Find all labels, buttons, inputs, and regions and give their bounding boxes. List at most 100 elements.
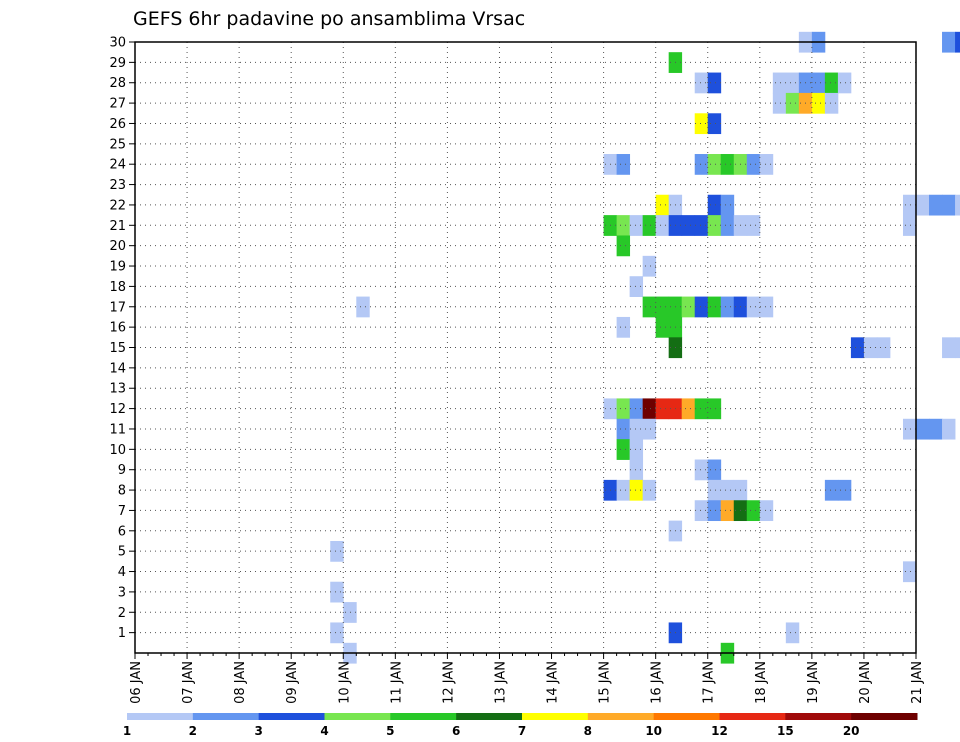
y-tick-label: 10 — [109, 443, 126, 458]
y-tick-label: 13 — [109, 382, 126, 397]
heatmap-cell — [642, 418, 657, 440]
heatmap-cell — [616, 316, 631, 338]
heatmap-cell — [720, 296, 735, 318]
heatmap-cell — [343, 602, 357, 623]
y-tick-label: 30 — [109, 36, 126, 51]
x-tick-label: 13 JAN — [493, 661, 508, 704]
y-tick-label: 25 — [109, 137, 126, 152]
heatmap-cell — [616, 154, 631, 175]
heatmap-cell — [942, 418, 956, 440]
heatmap-cell — [707, 113, 722, 135]
legend-swatch — [653, 713, 720, 720]
x-tick-label: 06 JAN — [129, 661, 144, 704]
heatmap-cell — [629, 276, 644, 297]
heatmap-cell — [929, 418, 943, 440]
heatmap-cell — [929, 194, 943, 216]
heatmap-cell — [837, 479, 852, 501]
heatmap-cell — [642, 479, 657, 501]
heatmap-cell — [642, 296, 657, 318]
legend-label: 4 — [320, 724, 328, 738]
heatmap-cell — [772, 72, 787, 94]
y-tick-label: 5 — [118, 545, 126, 560]
color-legend: 1 2 3 4 5 6 7 8 10 12 15 20 — [123, 713, 918, 738]
y-tick-label: 19 — [109, 260, 126, 275]
y-tick-label: 14 — [109, 361, 126, 376]
x-tick-label: 08 JAN — [233, 661, 248, 704]
heatmap-cell — [837, 72, 852, 94]
heatmap-cell — [707, 500, 722, 522]
legend-swatch — [390, 713, 457, 720]
heatmap-cell — [902, 215, 917, 236]
y-tick-label: 8 — [118, 484, 126, 499]
heatmap-cell — [916, 194, 930, 216]
x-tick-label: 17 JAN — [702, 661, 717, 704]
heatmap-cell — [629, 418, 644, 440]
x-tick-label: 20 JAN — [858, 661, 873, 704]
y-tick-label: 21 — [109, 219, 126, 234]
heatmap-cell — [772, 92, 787, 114]
heatmap-cell — [720, 500, 735, 522]
legend-label: 12 — [711, 724, 728, 738]
x-axis: 06 JAN 07 JAN 08 JAN 09 JAN 10 JAN 11 JAN 12 J… — [129, 653, 925, 704]
heatmap-cell — [694, 154, 709, 175]
legend-label: 7 — [518, 724, 526, 738]
heatmap-cell — [707, 154, 722, 175]
heatmap-cell — [694, 398, 709, 420]
y-tick-label: 15 — [109, 341, 126, 356]
chart-title: GEFS 6hr padavine po ansamblima Vrsac — [133, 8, 525, 30]
heatmap-cell — [785, 622, 800, 644]
heatmap-cell — [955, 337, 960, 359]
y-tick-label: 17 — [109, 300, 126, 315]
legend-swatch — [587, 713, 655, 720]
y-tick-label: 29 — [109, 56, 126, 71]
legend-swatch — [258, 713, 325, 720]
heatmap-cell — [876, 337, 891, 359]
x-tick-label: 12 JAN — [441, 661, 456, 704]
heatmap-cell — [942, 31, 956, 53]
heatmap-cell — [746, 500, 761, 522]
legend-swatch — [522, 713, 589, 720]
legend-swatch — [192, 713, 260, 720]
heatmap-cell — [707, 398, 722, 420]
heatmap-cell — [642, 215, 657, 236]
y-tick-label: 28 — [109, 76, 126, 91]
legend-label: 20 — [843, 724, 860, 738]
heatmap-cell — [681, 398, 696, 420]
heatmap-cell — [694, 113, 709, 135]
y-tick-label: 20 — [109, 239, 126, 254]
x-tick-label: 19 JAN — [806, 661, 821, 704]
heatmap-cell — [694, 296, 709, 318]
y-axis: 1234567891011121314151617181920212223242… — [109, 36, 135, 641]
legend-swatch — [719, 713, 786, 720]
legend-label: 6 — [452, 724, 460, 738]
legend-label: 10 — [645, 724, 662, 738]
heatmap-cell — [330, 622, 344, 644]
heatmap-cell — [694, 215, 709, 236]
legend-label: 5 — [386, 724, 394, 738]
heatmap-cell — [746, 296, 761, 318]
x-tick-label: 21 JAN — [910, 661, 925, 704]
y-tick-label: 9 — [118, 463, 126, 478]
heatmap-cell — [811, 72, 826, 94]
heatmap-cell — [655, 215, 670, 236]
legend-label: 2 — [189, 724, 197, 738]
heatmap-cell — [707, 459, 722, 481]
y-tick-label: 22 — [109, 198, 126, 213]
heatmap-cell — [694, 500, 709, 522]
x-tick-label: 10 JAN — [337, 661, 352, 704]
heatmap-cell — [356, 296, 370, 318]
heatmap-cell — [785, 92, 800, 114]
heatmap-cell — [330, 540, 344, 562]
heatmap-cell — [759, 500, 774, 522]
y-tick-label: 23 — [109, 178, 126, 193]
heatmap-cell — [655, 296, 670, 318]
y-tick-label: 12 — [109, 402, 126, 417]
heatmap-cell — [720, 215, 735, 236]
heatmap-cell — [694, 72, 709, 94]
heatmap-cell — [759, 296, 774, 318]
y-tick-label: 7 — [118, 504, 126, 519]
y-tick-label: 11 — [109, 422, 126, 437]
heatmap-cell — [824, 72, 839, 94]
legend-label: 3 — [254, 724, 262, 738]
x-tick-label: 07 JAN — [181, 661, 196, 704]
